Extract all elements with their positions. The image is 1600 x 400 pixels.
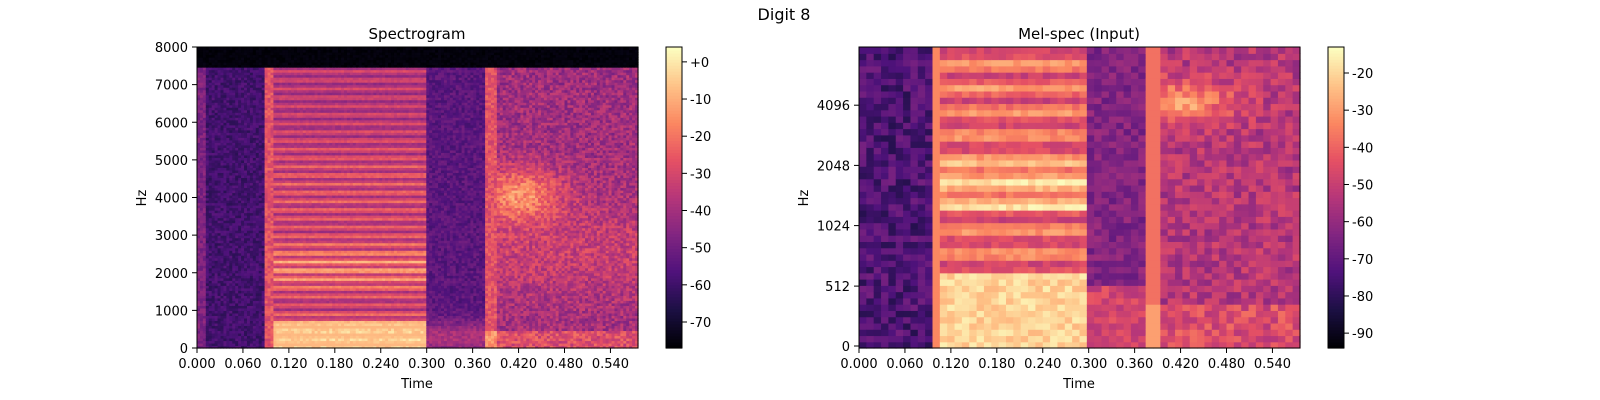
spectrogram-panel: Spectrogram 0.000 0.060 0.120 0.180 0.240 0.3… — [135, 25, 711, 392]
figure-suptitle: Digit 8 — [758, 5, 811, 24]
spectrogram-title: Spectrogram — [369, 25, 466, 43]
spectrogram-heatmap — [197, 47, 639, 349]
